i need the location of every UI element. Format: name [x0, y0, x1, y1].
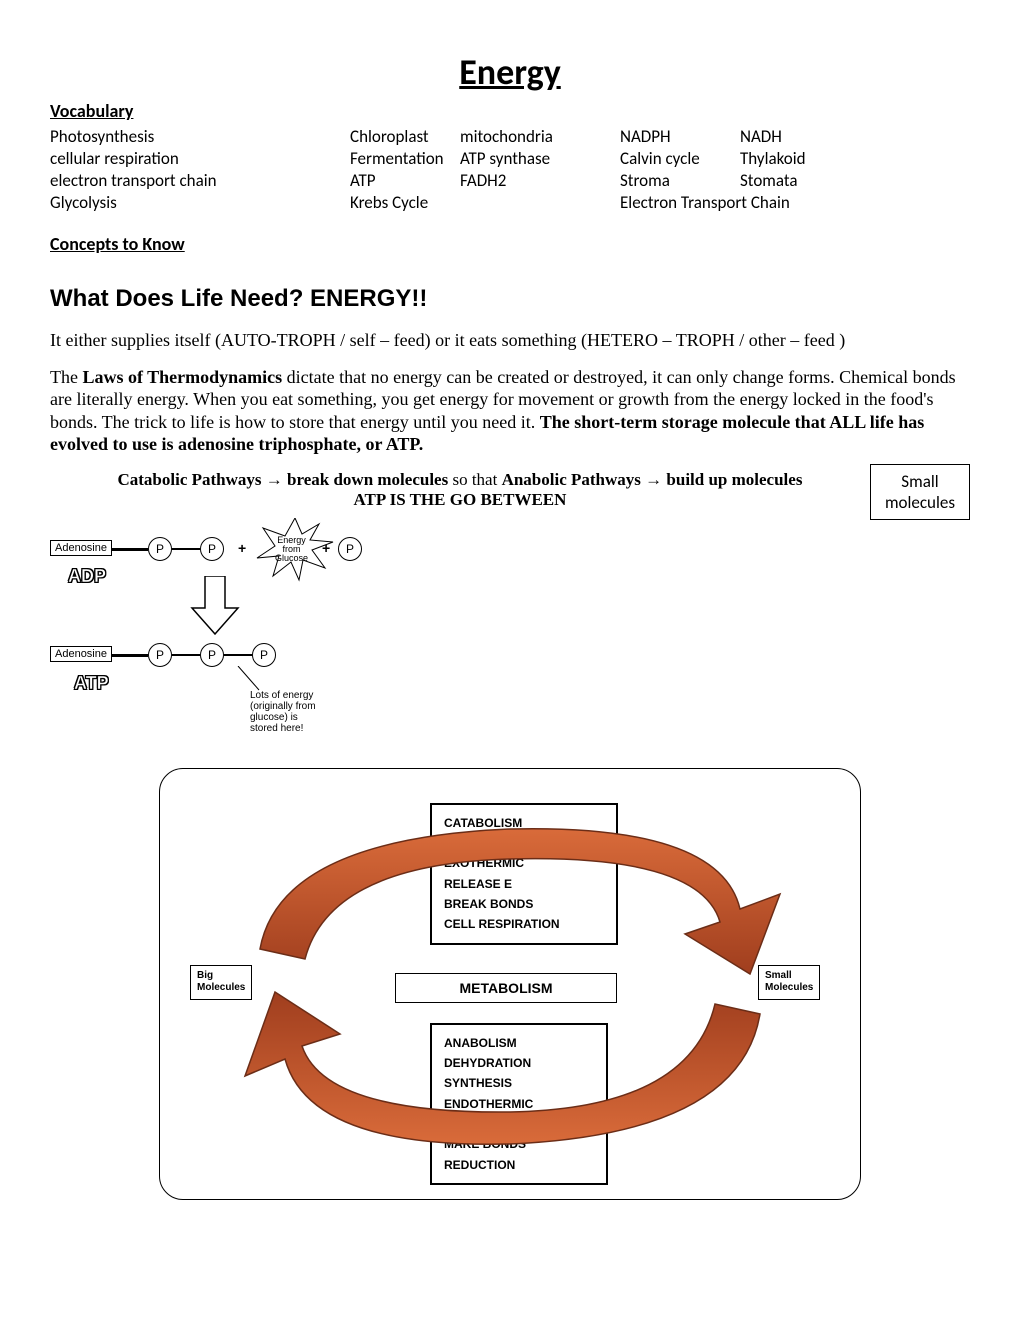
catabolism-arrow-icon [220, 799, 800, 979]
vocab-term: Electron Transport Chain [620, 192, 740, 213]
text: so that [448, 470, 501, 489]
atp-diagram: Adenosine P P + Energy from Glucose + P … [50, 518, 390, 758]
atp-label: ATP [74, 673, 109, 694]
phosphate-circle: P [200, 537, 224, 561]
vocab-term: FADH2 [460, 170, 620, 191]
arrow-icon: → [266, 470, 283, 489]
anabolism-arrow-icon [220, 984, 800, 1174]
vocab-term [740, 192, 830, 213]
vocab-term: Thylakoid [740, 148, 830, 169]
vocabulary-grid: Photosynthesis Chloroplast mitochondria … [50, 126, 970, 213]
text: Molecules [197, 982, 245, 993]
text: Molecules [765, 982, 813, 993]
page-title: Energy [50, 50, 970, 94]
bold-term: Anabolic Pathways [502, 470, 646, 489]
plus-icon: + [322, 540, 330, 556]
concepts-heading: Concepts to Know [50, 233, 970, 255]
bond-line [172, 548, 200, 550]
vocab-term [460, 192, 620, 213]
text: Lots of energy [250, 690, 313, 701]
bold-term: break down molecules [283, 470, 448, 489]
bond-line [172, 654, 200, 656]
vocab-term: NADH [740, 126, 830, 147]
bold-term: build up molecules [662, 470, 802, 489]
adenosine-box: Adenosine [50, 646, 112, 662]
phosphate-circle: P [148, 537, 172, 561]
text: molecules [885, 492, 955, 513]
plus-icon: + [238, 540, 246, 556]
down-arrow-icon [190, 576, 240, 636]
adenosine-box: Adenosine [50, 540, 112, 556]
arrow-icon: → [645, 470, 662, 489]
thermodynamics-paragraph: The Laws of Thermodynamics dictate that … [50, 366, 970, 456]
bold-term: Laws of Thermodynamics [82, 367, 282, 387]
vocab-term: Krebs Cycle [350, 192, 460, 213]
text: stored here! [250, 723, 303, 734]
energy-caption: Lots of energy (originally from glucose)… [250, 690, 316, 734]
vocab-term: Stroma [620, 170, 740, 191]
vocab-term: cellular respiration [50, 148, 350, 169]
vocab-term: Chloroplast [350, 126, 460, 147]
adp-label: ADP [68, 566, 106, 587]
energy-starburst: Energy from Glucose [275, 540, 308, 568]
vocab-term: Glycolysis [50, 192, 350, 213]
vocab-term: NADPH [620, 126, 740, 147]
text: Small [765, 970, 792, 981]
bond-line [224, 654, 252, 656]
phosphate-circle: P [200, 643, 224, 667]
small-molecules-box: Small Molecules [758, 965, 820, 1000]
phosphate-circle: P [338, 537, 362, 561]
big-molecules-box: Big Molecules [190, 965, 252, 1000]
text: (originally from [250, 701, 316, 712]
intro-paragraph: It either supplies itself (AUTO-TROPH / … [50, 329, 970, 352]
subtitle: ATP IS THE GO BETWEEN [354, 490, 567, 509]
vocab-term: electron transport chain [50, 170, 350, 191]
main-heading: What Does Life Need? ENERGY!! [50, 285, 970, 313]
phosphate-circle: P [148, 643, 172, 667]
vocab-term: Calvin cycle [620, 148, 740, 169]
vocab-term: ATP synthase [460, 148, 620, 169]
bold-term: Catabolic Pathways [117, 470, 265, 489]
text: Glucose [275, 553, 308, 563]
vocabulary-heading: Vocabulary [50, 100, 970, 122]
pathways-text: Catabolic Pathways → break down molecule… [50, 470, 970, 510]
bond-line [112, 654, 148, 657]
vocab-term: Fermentation [350, 148, 460, 169]
vocab-term: ATP [350, 170, 460, 191]
metabolism-diagram: CATABOLISM DIGESTION EXOTHERMIC RELEASE … [159, 768, 861, 1200]
small-molecules-box: Small molecules [870, 464, 970, 520]
text: glucose) is [250, 712, 298, 723]
text: Big [197, 970, 213, 981]
vocab-term: Stomata [740, 170, 830, 191]
text: The [50, 367, 82, 387]
bond-line [112, 548, 148, 551]
text: Small [901, 471, 938, 492]
vocab-term: Photosynthesis [50, 126, 350, 147]
vocab-term: mitochondria [460, 126, 620, 147]
phosphate-circle: P [252, 643, 276, 667]
